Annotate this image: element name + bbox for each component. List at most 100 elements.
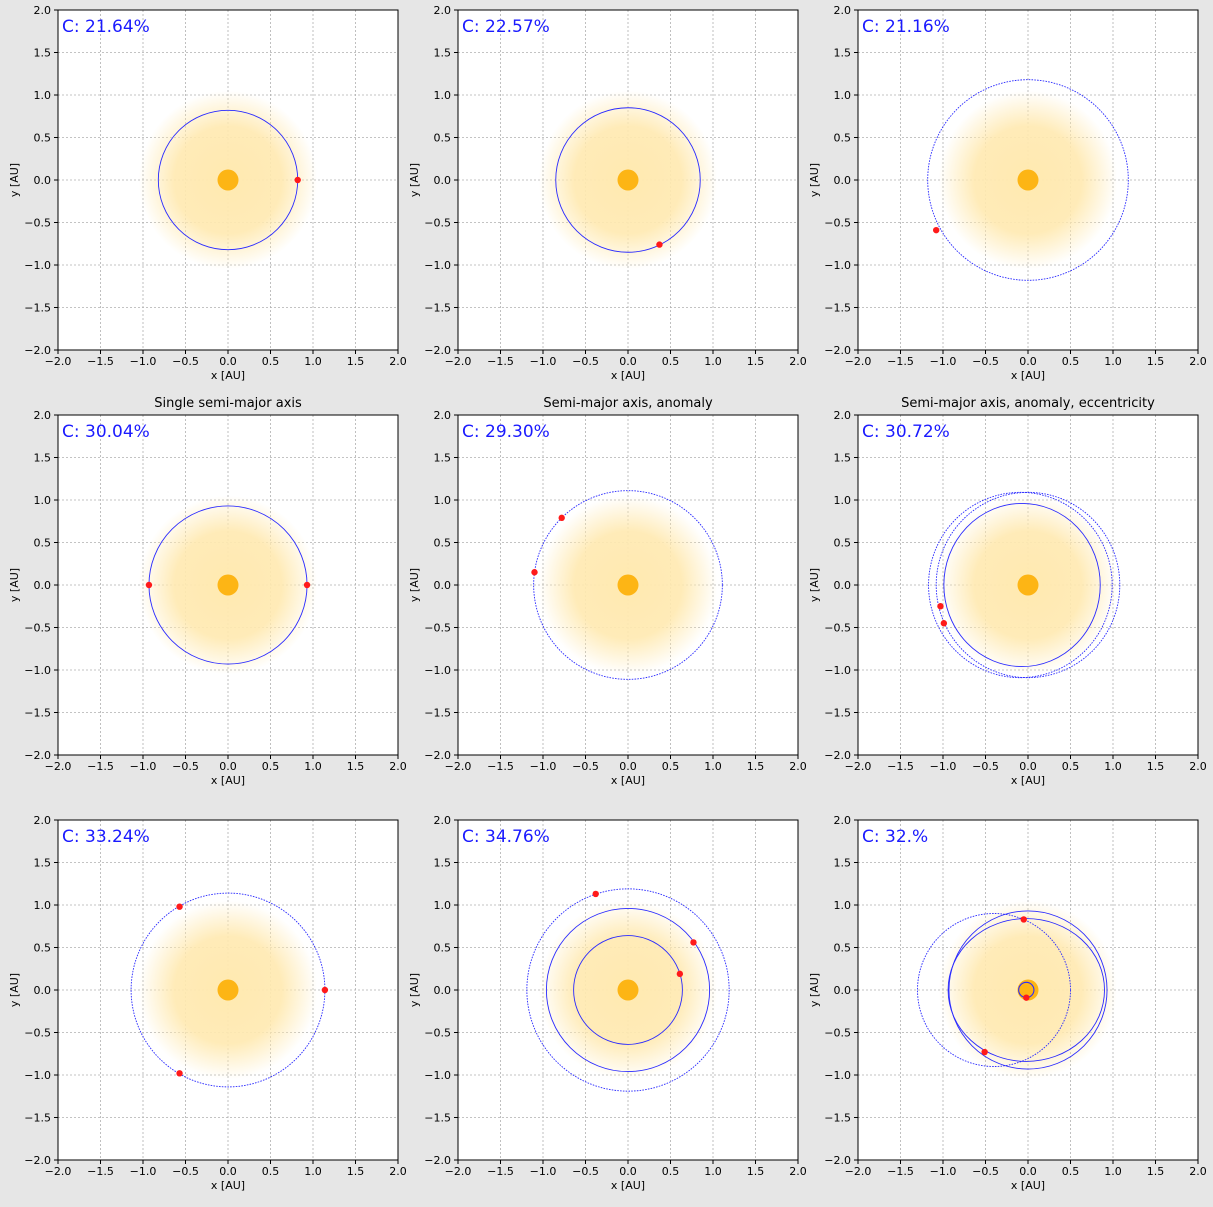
x-tick-label: 1.0: [704, 760, 722, 773]
y-tick-label: 0.5: [834, 132, 852, 145]
x-tick-label: 0.0: [619, 1165, 637, 1178]
y-axis-label: y [AU]: [808, 973, 821, 1007]
x-tick-label: −1.0: [930, 355, 957, 368]
y-tick-label: 2.0: [834, 4, 852, 17]
y-tick-label: −1.5: [424, 302, 451, 315]
orbit-panel-1: −2.0−2.0 −1.5 −1.5 −1.0 −1.0 −0.5 −0.5 0.0 0.0 0.…: [8, 4, 407, 382]
x-tick-label: −1.0: [130, 760, 157, 773]
x-tick-label: 1.5: [1147, 760, 1165, 773]
x-tick-label: −2.0: [445, 355, 472, 368]
y-tick-label: 1.0: [834, 899, 852, 912]
star-marker: [217, 169, 239, 191]
y-tick-label: 0.0: [34, 984, 52, 997]
x-tick-label: 1.5: [1147, 1165, 1165, 1178]
x-tick-label: 1.5: [1147, 355, 1165, 368]
orbit-1: [555, 107, 701, 253]
x-tick-label: 0.0: [619, 760, 637, 773]
x-tick-label: 0.0: [219, 1165, 237, 1178]
y-tick-label: 1.5: [434, 47, 452, 60]
x-tick-label: −0.5: [172, 1165, 199, 1178]
x-tick-label: −2.0: [45, 1165, 72, 1178]
y-tick-label: 1.0: [834, 494, 852, 507]
planet-marker-1: [145, 581, 153, 589]
x-tick-label: −2.0: [845, 760, 872, 773]
x-tick-label: 1.0: [704, 355, 722, 368]
coverage-annotation: C: 21.16%: [862, 17, 950, 37]
orbit-panel-7: −2.0−2.0 −1.5 −1.5 −1.0 −1.0 −0.5 −0.5 0.0 0.0 0.…: [8, 814, 407, 1192]
y-tick-label: −1.0: [824, 1069, 851, 1082]
orbit-2: [545, 907, 711, 1073]
y-tick-label: 1.5: [34, 47, 52, 60]
y-tick-label: −0.5: [24, 1027, 51, 1040]
y-tick-label: 0.0: [834, 174, 852, 187]
x-axis-label: x [AU]: [611, 774, 645, 787]
orbit-panel-8: −2.0−2.0 −1.5 −1.5 −1.0 −1.0 −0.5 −0.5 0.0 0.0 0.…: [408, 814, 807, 1192]
x-tick-label: −0.5: [572, 760, 599, 773]
coverage-annotation: C: 32.%: [862, 827, 928, 847]
y-tick-label: 0.5: [434, 132, 452, 145]
y-tick-label: 1.0: [434, 899, 452, 912]
planet-marker-1: [656, 241, 663, 248]
y-tick-label: −0.5: [424, 217, 451, 230]
x-tick-label: 0.5: [262, 760, 280, 773]
y-tick-label: −2.0: [424, 1154, 451, 1167]
orbit-1: [935, 491, 1121, 679]
y-tick-label: 0.5: [34, 942, 52, 955]
planet-marker-1: [176, 903, 183, 910]
y-tick-label: 0.5: [434, 942, 452, 955]
x-tick-label: −2.0: [845, 1165, 872, 1178]
x-tick-label: 2.0: [789, 1165, 807, 1178]
x-tick-label: −1.0: [530, 355, 557, 368]
y-axis-label: y [AU]: [8, 163, 21, 197]
x-tick-label: −0.5: [172, 760, 199, 773]
y-tick-label: −1.5: [24, 707, 51, 720]
x-tick-label: −2.0: [445, 760, 472, 773]
y-tick-label: −2.0: [424, 749, 451, 762]
orbit-2: [948, 910, 1108, 1070]
x-tick-label: 0.5: [1062, 1165, 1080, 1178]
coverage-annotation: C: 22.57%: [462, 17, 550, 37]
orbit-panel-6: −2.0−2.0 −1.5 −1.5 −1.0 −1.0 −0.5 −0.5 0.0 0.0 0.…: [808, 396, 1207, 787]
planet-marker-2: [981, 1048, 988, 1056]
x-tick-label: 2.0: [389, 355, 407, 368]
x-axis-label: x [AU]: [1011, 1179, 1045, 1192]
y-tick-label: −1.0: [424, 664, 451, 677]
coverage-annotation: C: 34.76%: [462, 827, 550, 847]
y-tick-label: 0.5: [834, 942, 852, 955]
y-axis-label: y [AU]: [408, 163, 421, 197]
planet-marker-2: [321, 986, 329, 994]
x-tick-label: −0.5: [572, 355, 599, 368]
x-axis-label: x [AU]: [611, 369, 645, 382]
y-tick-label: 2.0: [434, 4, 452, 17]
star-marker: [1017, 169, 1039, 191]
y-tick-label: −0.5: [424, 622, 451, 635]
x-axis-label: x [AU]: [211, 1179, 245, 1192]
orbit-panel-9: −2.0−2.0 −1.5 −1.5 −1.0 −1.0 −0.5 −0.5 0.0 0.0 0.…: [808, 814, 1207, 1192]
y-tick-label: 1.5: [434, 452, 452, 465]
y-tick-label: 2.0: [34, 409, 52, 422]
x-tick-label: 0.0: [1019, 760, 1037, 773]
x-tick-label: 1.5: [347, 1165, 365, 1178]
orbit-panel-5: −2.0−2.0 −1.5 −1.5 −1.0 −1.0 −0.5 −0.5 0.0 0.0 0.…: [408, 396, 807, 787]
x-tick-label: 2.0: [389, 1165, 407, 1178]
y-tick-label: −2.0: [424, 344, 451, 357]
x-tick-label: 0.5: [1062, 355, 1080, 368]
x-tick-label: 0.0: [1019, 1165, 1037, 1178]
x-tick-label: 2.0: [1189, 760, 1207, 773]
y-tick-label: 1.5: [834, 47, 852, 60]
y-axis-label: y [AU]: [808, 568, 821, 602]
x-tick-label: 2.0: [1189, 355, 1207, 368]
x-tick-label: −1.0: [930, 760, 957, 773]
y-tick-label: −2.0: [824, 344, 851, 357]
x-tick-label: −2.0: [445, 1165, 472, 1178]
y-tick-label: −1.5: [824, 707, 851, 720]
x-tick-label: 0.0: [219, 760, 237, 773]
y-tick-label: 0.0: [434, 579, 452, 592]
star-marker: [617, 979, 639, 1001]
x-tick-label: 0.5: [262, 355, 280, 368]
x-tick-label: −1.5: [87, 760, 114, 773]
x-tick-label: −1.0: [530, 760, 557, 773]
y-tick-label: −0.5: [824, 217, 851, 230]
y-tick-label: 0.5: [34, 132, 52, 145]
